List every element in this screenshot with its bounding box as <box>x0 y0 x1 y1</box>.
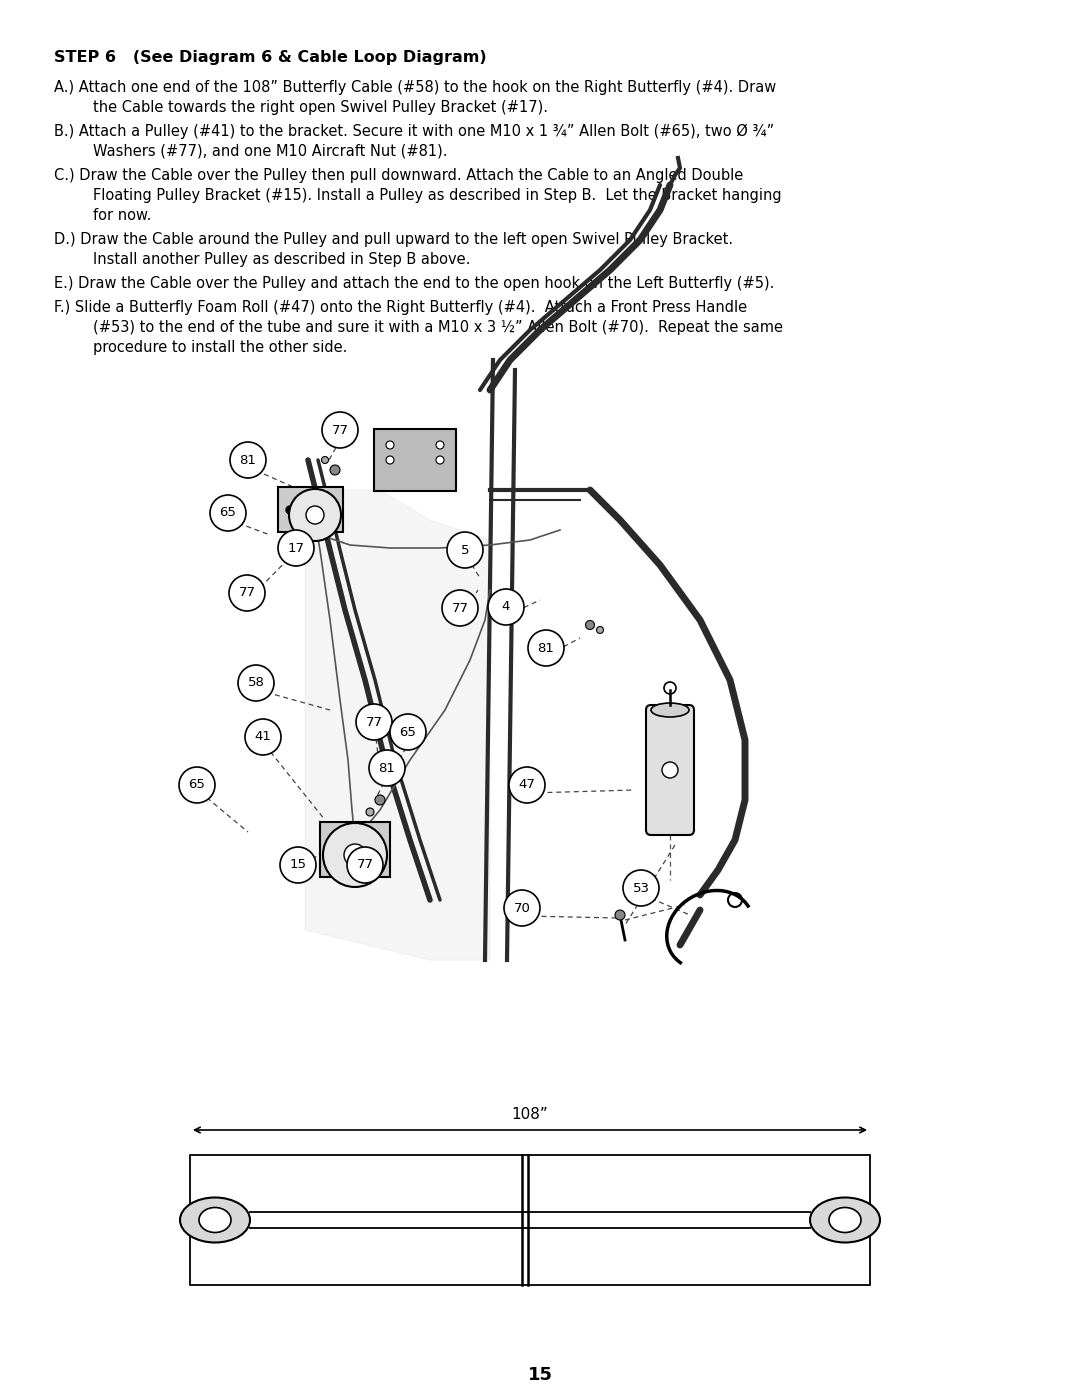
Circle shape <box>280 847 316 883</box>
Text: 65: 65 <box>189 778 205 792</box>
Text: 4: 4 <box>502 601 510 613</box>
Ellipse shape <box>651 703 689 717</box>
Circle shape <box>306 506 324 524</box>
Text: Floating Pulley Bracket (#15). Install a Pulley as described in Step B.  Let the: Floating Pulley Bracket (#15). Install a… <box>93 189 782 203</box>
Circle shape <box>322 412 357 448</box>
Circle shape <box>596 626 604 633</box>
Circle shape <box>326 506 334 514</box>
Text: 47: 47 <box>518 778 536 792</box>
Text: 65: 65 <box>219 507 237 520</box>
Ellipse shape <box>199 1207 231 1232</box>
FancyBboxPatch shape <box>646 705 694 835</box>
Text: 77: 77 <box>356 859 374 872</box>
Circle shape <box>447 532 483 569</box>
Circle shape <box>345 844 366 866</box>
Ellipse shape <box>810 1197 880 1242</box>
Circle shape <box>623 870 659 907</box>
Text: STEP 6   (See Diagram 6 & Cable Loop Diagram): STEP 6 (See Diagram 6 & Cable Loop Diagr… <box>54 50 487 66</box>
Text: 77: 77 <box>239 587 256 599</box>
Text: 77: 77 <box>365 715 382 728</box>
Text: procedure to install the other side.: procedure to install the other side. <box>93 339 348 355</box>
Bar <box>190 1155 870 1285</box>
Text: 81: 81 <box>538 641 554 655</box>
Text: Install another Pulley as described in Step B above.: Install another Pulley as described in S… <box>93 251 471 267</box>
Ellipse shape <box>829 1207 861 1232</box>
Text: (#53) to the end of the tube and sure it with a M10 x 3 ½” Allen Bolt (#70).  Re: (#53) to the end of the tube and sure it… <box>93 320 783 335</box>
Circle shape <box>436 441 444 448</box>
Circle shape <box>322 457 328 464</box>
Text: 53: 53 <box>633 882 649 894</box>
Circle shape <box>230 441 266 478</box>
Circle shape <box>386 455 394 464</box>
Circle shape <box>528 630 564 666</box>
Circle shape <box>347 847 383 883</box>
Circle shape <box>386 441 394 448</box>
Circle shape <box>229 576 265 610</box>
Text: 77: 77 <box>332 423 349 436</box>
Circle shape <box>286 506 294 514</box>
Circle shape <box>289 489 341 541</box>
Circle shape <box>504 890 540 926</box>
Circle shape <box>366 807 374 816</box>
Circle shape <box>238 665 274 701</box>
Circle shape <box>210 495 246 531</box>
Text: A.) Attach one end of the 108” Butterfly Cable (#58) to the hook on the Right Bu: A.) Attach one end of the 108” Butterfly… <box>54 80 777 95</box>
Circle shape <box>356 704 392 740</box>
Text: 5: 5 <box>461 543 469 556</box>
Text: D.) Draw the Cable around the Pulley and pull upward to the left open Swivel Pul: D.) Draw the Cable around the Pulley and… <box>54 232 733 247</box>
Text: 41: 41 <box>255 731 271 743</box>
Text: 15: 15 <box>289 859 307 872</box>
Text: 17: 17 <box>287 542 305 555</box>
Text: 81: 81 <box>379 761 395 774</box>
Bar <box>278 488 343 532</box>
Text: 70: 70 <box>514 901 530 915</box>
Text: 15: 15 <box>527 1366 553 1384</box>
Circle shape <box>375 795 384 805</box>
Polygon shape <box>305 490 490 960</box>
Circle shape <box>509 767 545 803</box>
Circle shape <box>369 750 405 787</box>
Circle shape <box>615 909 625 921</box>
Circle shape <box>179 767 215 803</box>
Text: Washers (#77), and one M10 Aircraft Nut (#81).: Washers (#77), and one M10 Aircraft Nut … <box>93 144 447 159</box>
Text: B.) Attach a Pulley (#41) to the bracket. Secure it with one M10 x 1 ¾” Allen Bo: B.) Attach a Pulley (#41) to the bracket… <box>54 124 774 140</box>
Text: E.) Draw the Cable over the Pulley and attach the end to the open hook on the Le: E.) Draw the Cable over the Pulley and a… <box>54 277 774 291</box>
Circle shape <box>488 590 524 624</box>
Circle shape <box>436 455 444 464</box>
Circle shape <box>323 823 387 887</box>
Circle shape <box>662 761 678 778</box>
Text: the Cable towards the right open Swivel Pulley Bracket (#17).: the Cable towards the right open Swivel … <box>93 101 548 115</box>
Text: 58: 58 <box>247 676 265 690</box>
Circle shape <box>278 529 314 566</box>
Circle shape <box>442 590 478 626</box>
Text: for now.: for now. <box>93 208 151 224</box>
Text: 65: 65 <box>400 725 417 739</box>
Text: F.) Slide a Butterfly Foam Roll (#47) onto the Right Butterfly (#4).  Attach a F: F.) Slide a Butterfly Foam Roll (#47) on… <box>54 300 747 314</box>
Text: C.) Draw the Cable over the Pulley then pull downward. Attach the Cable to an An: C.) Draw the Cable over the Pulley then … <box>54 168 743 183</box>
Ellipse shape <box>180 1197 249 1242</box>
Text: 77: 77 <box>451 602 469 615</box>
Text: 81: 81 <box>240 454 256 467</box>
Circle shape <box>245 719 281 754</box>
Bar <box>320 821 390 877</box>
Circle shape <box>330 465 340 475</box>
Circle shape <box>390 714 426 750</box>
FancyBboxPatch shape <box>374 429 456 490</box>
Text: 108”: 108” <box>512 1106 549 1122</box>
Circle shape <box>585 620 594 630</box>
